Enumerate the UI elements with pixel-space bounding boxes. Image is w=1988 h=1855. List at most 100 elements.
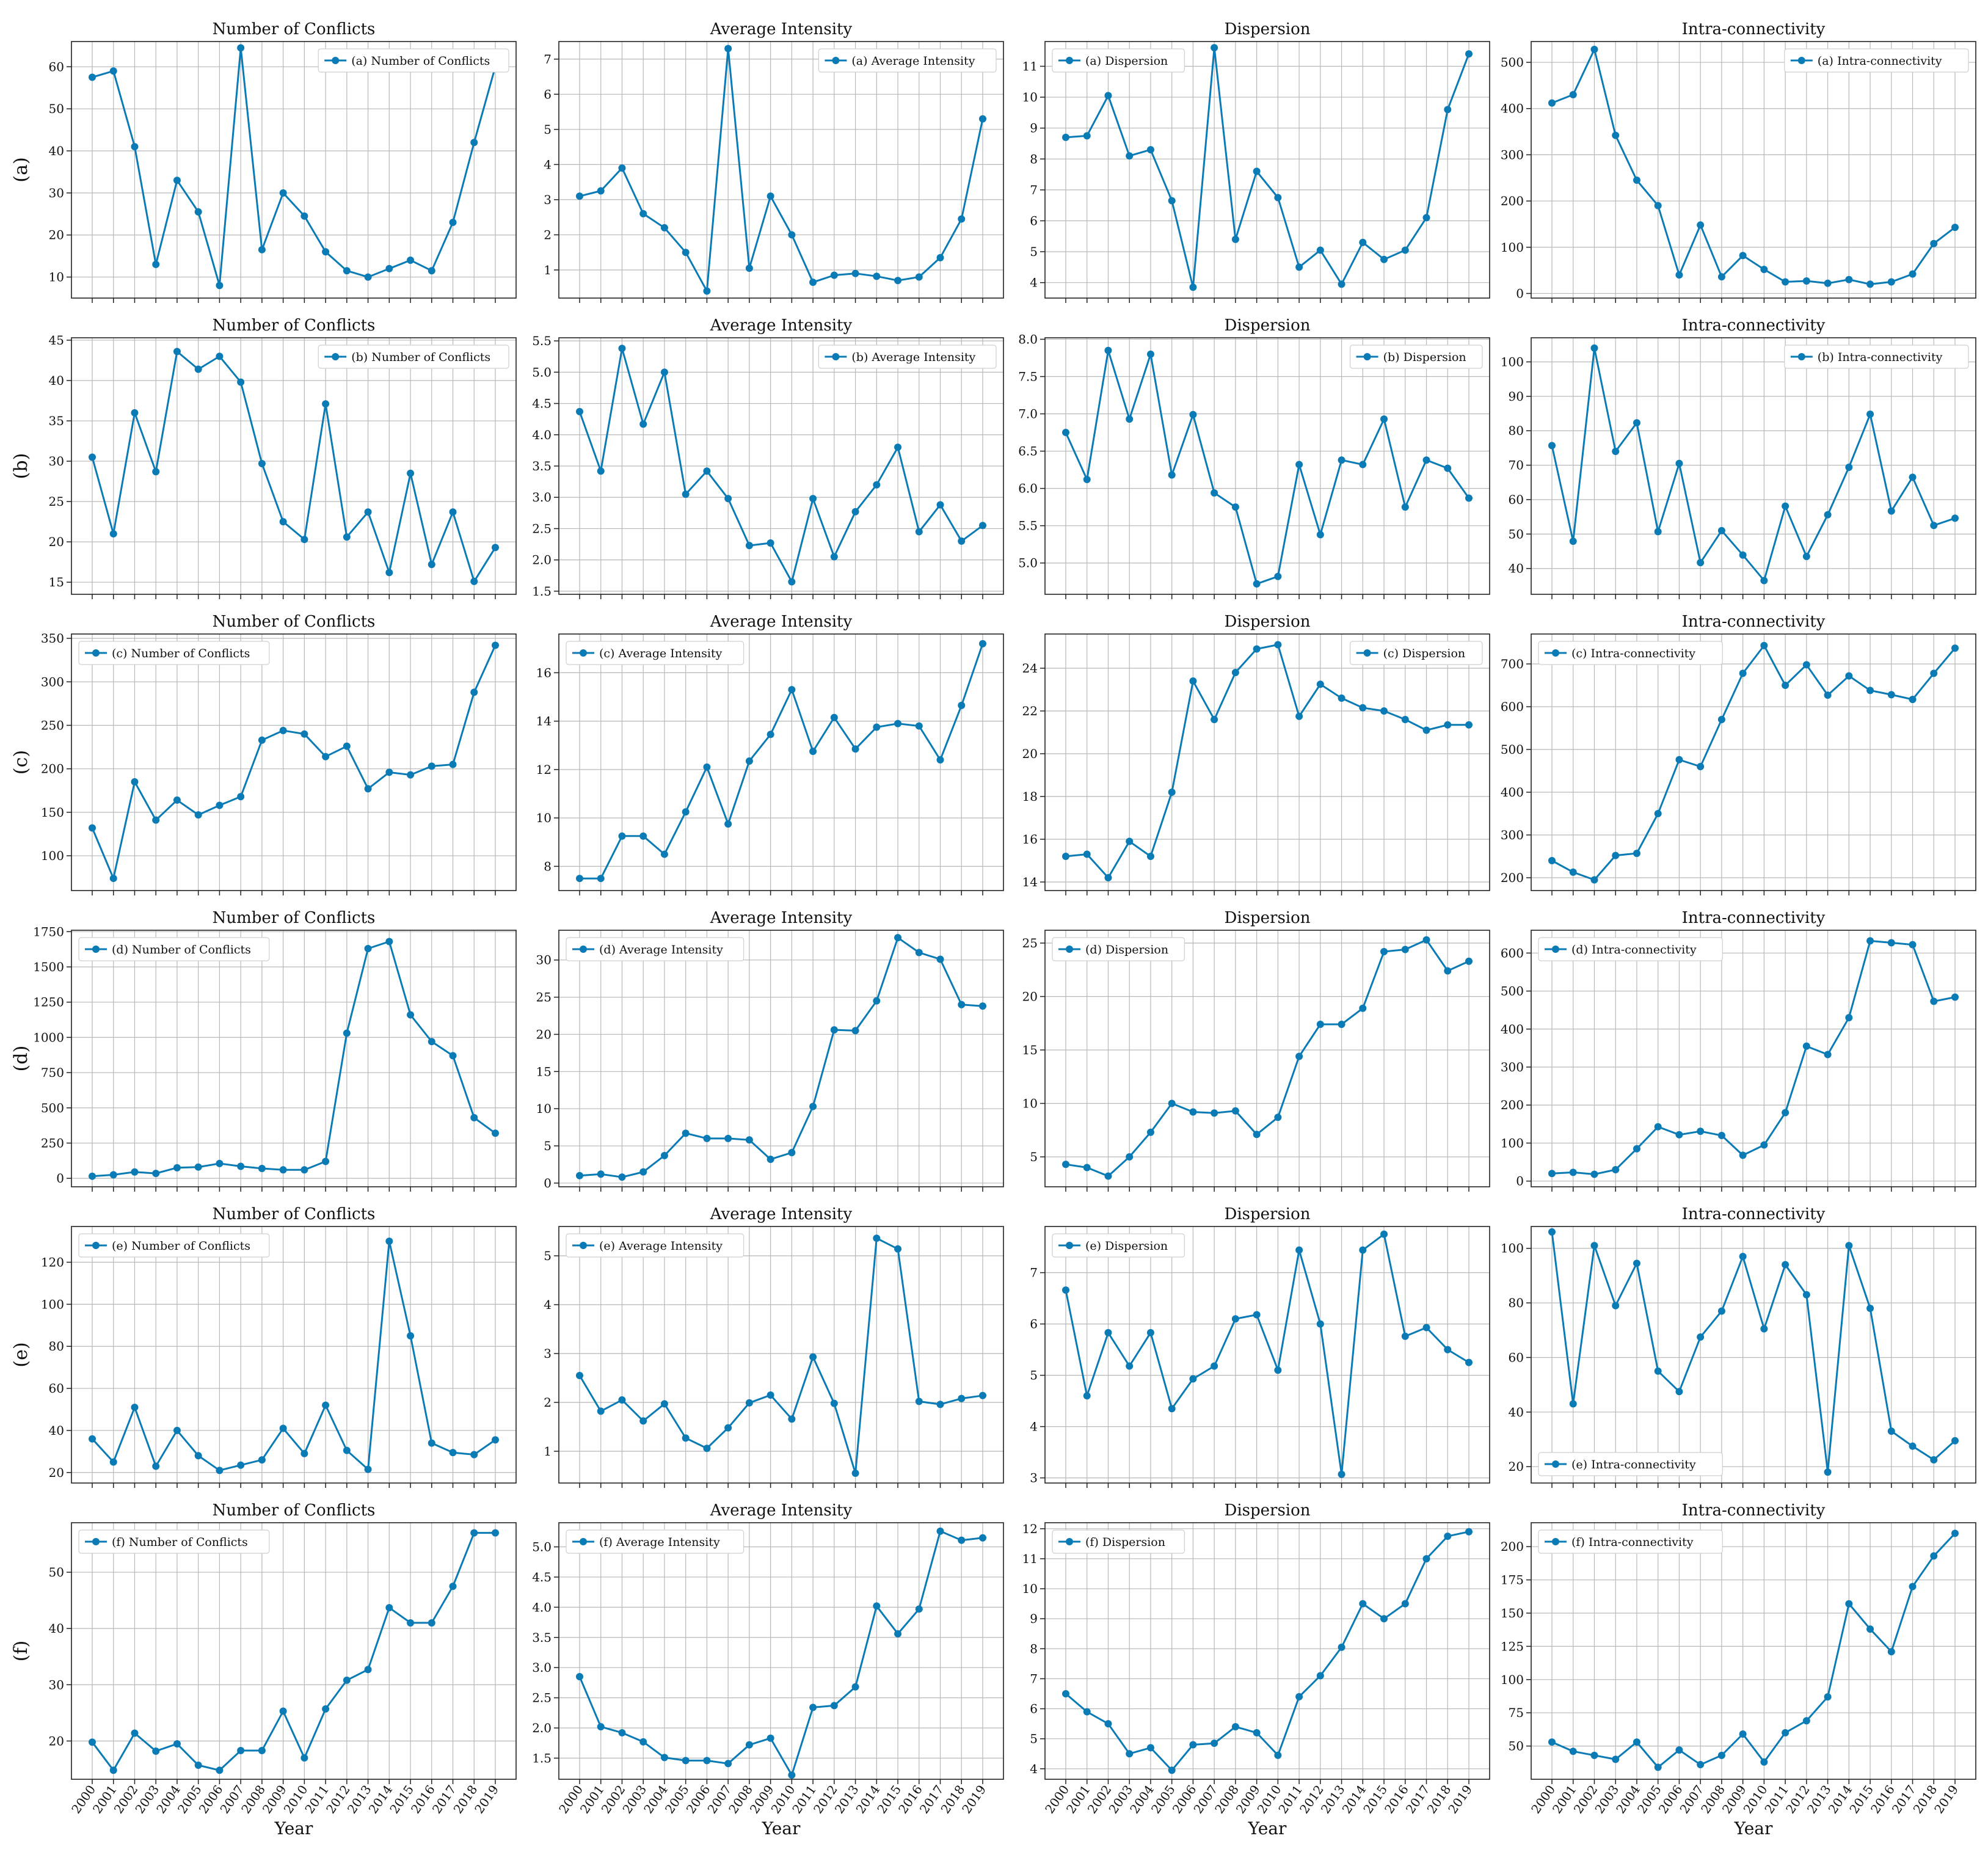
data-point xyxy=(1612,1755,1620,1763)
y-tick-label: 6.0 xyxy=(1018,481,1038,496)
data-point xyxy=(1253,1131,1261,1139)
data-point xyxy=(1253,1729,1261,1737)
data-point xyxy=(1295,461,1303,468)
data-point xyxy=(1338,694,1345,702)
subplot: 8 10 12 14 16 Average Intensity (c) Average In… xyxy=(536,613,1004,895)
data-point xyxy=(766,192,774,200)
data-point xyxy=(597,875,605,883)
legend-marker xyxy=(580,1242,587,1249)
data-point xyxy=(385,1604,393,1612)
data-point xyxy=(618,1173,626,1181)
data-point xyxy=(194,811,202,819)
data-point xyxy=(1633,1738,1640,1746)
data-point xyxy=(216,282,224,290)
legend: (c) Number of Conflicts xyxy=(78,641,270,665)
data-point xyxy=(1675,1388,1683,1396)
legend: (d) Average Intensity xyxy=(566,937,745,961)
y-tick-label: 7.5 xyxy=(1018,369,1038,384)
data-point xyxy=(873,997,881,1005)
data-point xyxy=(873,481,881,489)
y-tick-label: 24 xyxy=(1022,661,1038,676)
data-point xyxy=(936,501,944,509)
legend-label: (b) Average Intensity xyxy=(851,351,975,364)
data-point xyxy=(873,1234,881,1242)
y-tick-label: 2.0 xyxy=(532,1721,552,1735)
data-point xyxy=(660,1400,668,1408)
legend: (b) Dispersion xyxy=(1350,344,1483,369)
y-tick-label: 1 xyxy=(544,1444,552,1459)
data-point xyxy=(1845,463,1853,471)
data-point xyxy=(1782,502,1790,510)
data-point xyxy=(894,934,902,942)
data-point xyxy=(958,537,966,545)
data-point xyxy=(576,1673,583,1680)
series-line xyxy=(1551,348,1956,583)
legend-box xyxy=(818,344,997,369)
subplot-title: Dispersion xyxy=(1224,1501,1310,1520)
y-tick-label: 8 xyxy=(544,859,552,873)
y-tick-label: 20 xyxy=(49,534,64,549)
y-tick-label: 40 xyxy=(1509,1405,1524,1419)
data-point xyxy=(1590,1242,1598,1250)
y-tick-label: 300 xyxy=(1501,1060,1524,1074)
legend-label: (f) Number of Conflicts xyxy=(112,1536,248,1549)
y-tick-label: 5 xyxy=(1030,1368,1038,1383)
data-point xyxy=(745,1741,753,1749)
data-point xyxy=(1930,239,1938,247)
data-point xyxy=(851,508,859,516)
y-tick-label: 40 xyxy=(49,373,64,388)
data-point xyxy=(1189,677,1197,685)
series-line xyxy=(1065,350,1470,585)
data-point xyxy=(1887,1427,1895,1435)
data-point xyxy=(915,273,923,281)
data-point xyxy=(492,641,499,649)
data-point xyxy=(1253,1311,1261,1319)
data-point xyxy=(1444,106,1452,114)
data-point xyxy=(89,824,96,832)
data-point xyxy=(1887,939,1895,947)
y-tick-label: 7 xyxy=(544,52,552,67)
series-line xyxy=(91,349,497,584)
legend-marker xyxy=(332,57,340,64)
data-point xyxy=(1231,669,1239,676)
series-line xyxy=(91,1241,496,1471)
data-point xyxy=(1231,1315,1239,1323)
subplot-title: Intra-connectivity xyxy=(1682,1205,1826,1223)
axes-frame xyxy=(1044,41,1490,299)
data-point xyxy=(1444,967,1452,975)
y-tick-label: 1.5 xyxy=(532,584,552,599)
data-point xyxy=(809,1704,817,1711)
y-tick-label: 7.0 xyxy=(1018,407,1038,421)
data-point xyxy=(1401,503,1409,511)
data-point xyxy=(1697,221,1705,229)
axes-frame xyxy=(71,41,517,299)
data-point xyxy=(407,1332,415,1340)
series-line xyxy=(579,48,984,294)
data-point xyxy=(1338,280,1345,288)
data-point xyxy=(1062,1161,1069,1168)
data-point xyxy=(597,1723,605,1731)
data-point xyxy=(1168,1099,1176,1107)
data-point xyxy=(89,453,96,461)
axes-frame xyxy=(1531,1522,1976,1780)
legend: (f) Dispersion xyxy=(1052,1529,1185,1554)
x-axis-label: Year xyxy=(274,1818,313,1839)
data-point xyxy=(1146,350,1154,358)
data-point xyxy=(322,400,330,408)
data-point xyxy=(682,1434,690,1442)
y-tick-label: 5 xyxy=(544,1139,552,1153)
y-tick-label: 10 xyxy=(1022,90,1038,104)
data-point xyxy=(194,365,202,373)
series-line xyxy=(579,936,983,1178)
y-tick-label: 4.5 xyxy=(532,1570,552,1584)
row-label: (e) xyxy=(10,1342,32,1367)
y-tick-label: 350 xyxy=(41,631,64,646)
legend-box xyxy=(566,1529,745,1554)
legend-box xyxy=(1784,344,1969,369)
subplot-title: Intra-connectivity xyxy=(1682,1501,1826,1520)
subplot-title: Number of Conflicts xyxy=(213,909,376,927)
data-point xyxy=(109,67,117,75)
data-point xyxy=(492,1129,499,1137)
data-point xyxy=(1548,1170,1556,1178)
subplot: 2030405020002001200220032004200520062007… xyxy=(49,1501,517,1839)
